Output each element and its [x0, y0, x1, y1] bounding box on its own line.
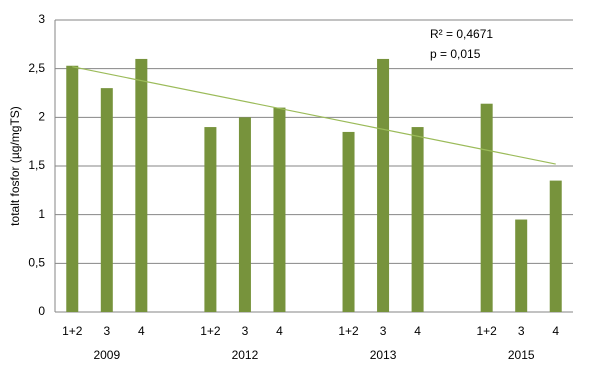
bar [66, 65, 79, 312]
bar [135, 58, 148, 312]
x-tick-label: 4 [552, 324, 559, 338]
y-tick-label: 2 [38, 110, 45, 124]
x-tick-label: 3 [380, 324, 387, 338]
bar [273, 107, 286, 312]
bar [238, 117, 251, 312]
x-tick-label: 3 [103, 324, 110, 338]
group-label: 2009 [93, 348, 120, 362]
bar [100, 88, 113, 312]
y-tick-label: 2,5 [28, 61, 45, 75]
annotation: R² = 0,4671 [430, 27, 493, 41]
x-tick-label: 1+2 [62, 324, 83, 338]
x-tick-label: 3 [242, 324, 249, 338]
y-tick-label: 1,5 [28, 158, 45, 172]
annotation: p = 0,015 [430, 47, 481, 61]
bar [480, 103, 493, 312]
bar [549, 180, 562, 312]
x-tick-label: 4 [276, 324, 283, 338]
x-tick-label: 3 [518, 324, 525, 338]
x-tick-label: 1+2 [338, 324, 359, 338]
bar [342, 131, 355, 312]
x-tick-label: 1+2 [476, 324, 497, 338]
x-tick-label: 4 [414, 324, 421, 338]
x-tick-label: 1+2 [200, 324, 221, 338]
bar [411, 127, 424, 312]
group-label: 2013 [370, 348, 397, 362]
trendline [72, 66, 556, 165]
y-tick-label: 0,5 [28, 256, 45, 270]
y-tick-label: 0 [38, 304, 45, 318]
x-tick-label: 4 [138, 324, 145, 338]
group-label: 2012 [232, 348, 259, 362]
y-axis-label: totalt fosfor (µg/mgTS) [8, 106, 22, 226]
y-tick-label: 1 [38, 207, 45, 221]
y-tick-label: 3 [38, 12, 45, 26]
bar [204, 127, 217, 312]
bar [515, 219, 528, 312]
bar [377, 58, 390, 312]
group-label: 2015 [508, 348, 535, 362]
